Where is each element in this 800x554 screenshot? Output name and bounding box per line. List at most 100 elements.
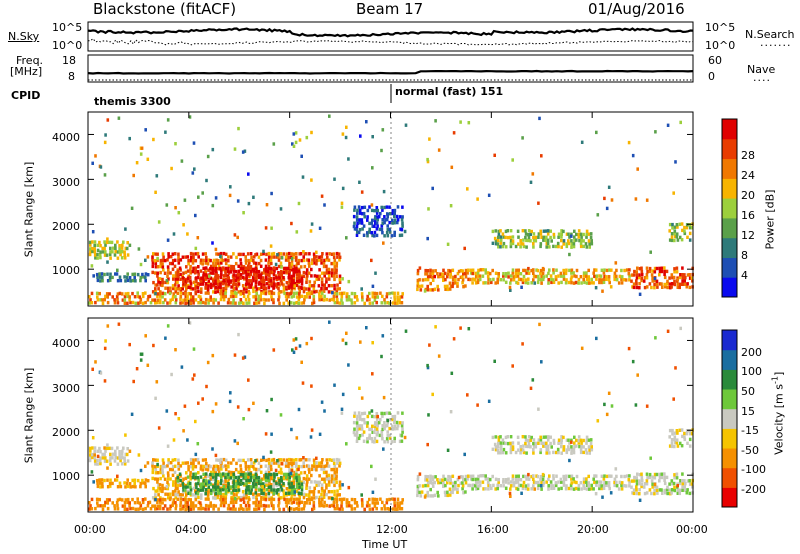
power-cell-1455: [496, 280, 499, 285]
power-cell-1815: [653, 266, 657, 271]
velocity-cell-374: [239, 495, 243, 500]
power-cell-802: [239, 266, 243, 271]
velocity-cell-1318: [393, 414, 397, 419]
velocity-cell-1137: [320, 501, 323, 505]
velocity-cell-1513: [539, 477, 542, 482]
velocity-cell-1458: [497, 478, 500, 482]
velocity-cell-1092: [272, 504, 275, 508]
power-cell-643: [323, 274, 326, 278]
power-cell-860: [272, 273, 276, 277]
power-cell-1215: [401, 292, 404, 296]
power-cell-3: [89, 247, 92, 251]
power-cell-1343: [421, 278, 425, 282]
power-cell-1866: [683, 279, 686, 283]
velocity-cell-14: [93, 446, 97, 450]
power-cell-1481: [516, 274, 520, 278]
power-cell-496: [277, 252, 281, 256]
power-cell-1278: [375, 206, 379, 210]
velocity-cell-1998: [229, 391, 232, 395]
power-cell-1151: [335, 292, 339, 296]
velocity-cell-1851: [676, 488, 680, 492]
power-cell-2060: [106, 260, 109, 264]
power-cell-1188: [376, 295, 379, 299]
power-cell-562: [298, 290, 301, 294]
velocity-cell-928: [113, 507, 117, 511]
power-cell-1079: [259, 294, 262, 298]
velocity-cell-594: [308, 493, 311, 497]
power-cell-696: [338, 274, 342, 278]
velocity-cell-1735: [570, 448, 574, 452]
velocity-cell-1561: [577, 483, 581, 488]
velocity-cell-562: [298, 496, 301, 500]
power-cell-1194: [383, 298, 386, 302]
velocity-cell-1284: [380, 430, 384, 434]
velocity-cell-2100: [300, 360, 303, 364]
velocity-cell-826: [252, 479, 256, 483]
velocity-cell-784: [229, 485, 233, 489]
velocity-cell-2051: [243, 355, 247, 359]
velocity-cell-964: [149, 507, 153, 511]
velocity-cell-196: [177, 458, 180, 462]
power-cell-146: [162, 255, 165, 259]
velocity-cell-473: [269, 464, 273, 468]
velocity-cell-1183: [371, 497, 374, 501]
power-cell-1234: [358, 218, 361, 222]
power-cell-219: [187, 262, 190, 266]
velocity-cell-1736: [570, 445, 573, 449]
power-cell-1987: [152, 137, 155, 142]
power-cell-903: [297, 269, 301, 273]
power-cell-517: [284, 258, 288, 262]
velocity-cell-81: [116, 485, 120, 489]
velocity-cell-1530: [552, 474, 555, 478]
velocity-cell-1390: [449, 478, 452, 482]
velocity-cell-1844: [670, 479, 674, 483]
power-cell-69: [98, 272, 101, 276]
power-cell-229: [189, 255, 193, 259]
velocity-cell-898: [295, 472, 298, 477]
power-cell-1221: [353, 205, 357, 209]
power-cell-1119: [300, 301, 303, 305]
power-cell-141: [161, 277, 164, 282]
velocity-cell-1601: [607, 484, 611, 488]
velocity-cell-592: [305, 458, 308, 462]
power-cell-1328: [401, 224, 404, 228]
velocity-cell-919: [101, 507, 105, 512]
velocity-cell-1290: [383, 427, 386, 431]
power-cell-1745: [578, 238, 581, 243]
velocity-cell-167: [169, 461, 173, 465]
power-cell-260: [202, 258, 205, 263]
velocity-cell-31: [105, 446, 109, 451]
power-cell-1526: [549, 274, 553, 278]
power-cell-1245: [363, 215, 366, 219]
velocity-cell-772: [222, 485, 226, 489]
power-cell-590: [305, 268, 309, 272]
power-cell-50: [118, 244, 121, 248]
velocity-cell-1512: [540, 480, 543, 484]
power-cell-1420: [469, 271, 473, 275]
velocity-cell-509: [282, 483, 286, 488]
velocity-cell-1916: [262, 455, 265, 460]
velocity-cell-1330: [400, 424, 404, 428]
power-cell-666: [330, 284, 333, 288]
velocity-cell-149: [164, 486, 167, 491]
power-cell-645: [322, 264, 326, 269]
power-cell-1934: [265, 203, 269, 207]
date-label: 01/Aug/2016: [588, 0, 685, 18]
power-cell-567: [298, 271, 301, 275]
power-cell-1858: [678, 275, 682, 280]
power-cell-79: [111, 275, 114, 280]
velocity-cell-469: [269, 483, 273, 487]
velocity-cell-1904: [683, 435, 686, 439]
power-cell-766: [219, 282, 222, 286]
velocity-cell-2064: [302, 456, 305, 460]
power-cell-2013: [91, 161, 94, 165]
velocity-cell-8: [91, 446, 94, 450]
velocity-cell-1664: [519, 445, 522, 449]
velocity-cell-1197: [385, 498, 389, 502]
velocity-cell-162: [167, 458, 170, 462]
power-cell-586: [305, 280, 308, 284]
velocity-cell-1164: [350, 507, 354, 511]
power-cell-1835: [665, 282, 669, 286]
power-cell-189: [176, 277, 179, 281]
power-cell-1181: [371, 301, 375, 305]
